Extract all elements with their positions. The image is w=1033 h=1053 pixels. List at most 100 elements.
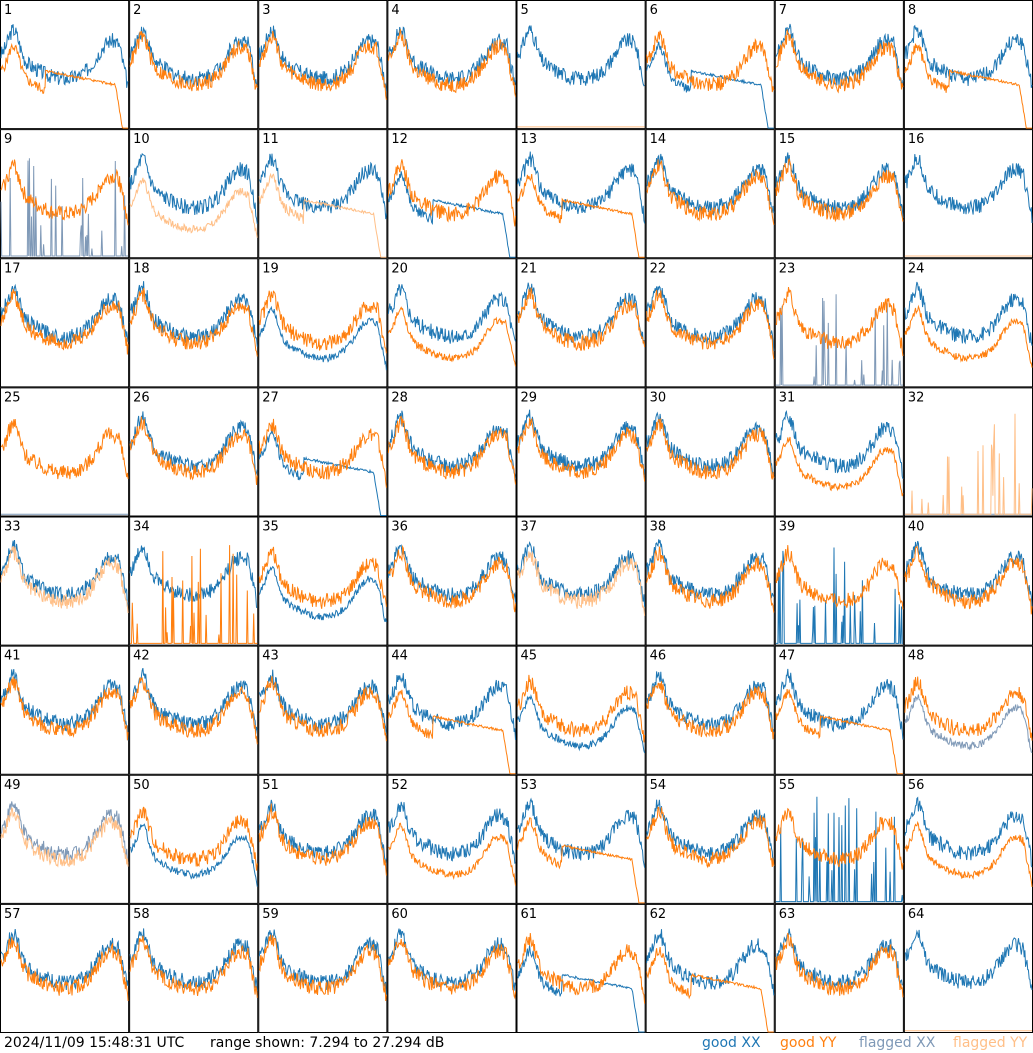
- series-good-yy: [0, 419, 129, 480]
- series-flagged-xx: [0, 158, 129, 257]
- series-good-yy: [129, 287, 258, 357]
- tile-frame: [774, 774, 904, 904]
- tile-label: 10: [133, 132, 150, 147]
- tile-48: 48: [903, 645, 1033, 775]
- tile-frame: [0, 258, 130, 388]
- series-good-xx: [904, 796, 1033, 868]
- tile-label: 3: [262, 3, 270, 18]
- series-good-yy: [775, 545, 904, 610]
- series-good-xx: [517, 24, 645, 87]
- tile-50: 50: [129, 774, 259, 904]
- tile-label: 62: [650, 907, 667, 922]
- tile-frame: [645, 258, 775, 388]
- series-good-xx: [904, 540, 1033, 607]
- tile-frame: [774, 129, 904, 259]
- series-flagged-xx: [775, 294, 903, 386]
- tile-49: 49: [0, 774, 130, 904]
- tile-63: 63: [774, 903, 904, 1033]
- series-good-yy: [0, 676, 129, 741]
- series-good-yy: [258, 418, 387, 488]
- series-good-yy: [904, 304, 1033, 368]
- tile-label: 63: [779, 907, 796, 922]
- tile-54: 54: [645, 774, 775, 904]
- tile-frame: [258, 645, 388, 775]
- tile-10: 10: [129, 129, 259, 259]
- tile-frame: [516, 129, 646, 259]
- tile-label: 50: [133, 778, 150, 793]
- tile-label: 28: [391, 390, 408, 405]
- tile-label: 1: [4, 3, 12, 18]
- tile-47: 47: [774, 645, 904, 775]
- tile-label: 61: [521, 907, 538, 922]
- tile-36: 36: [387, 516, 517, 646]
- tile-label: 7: [779, 3, 787, 18]
- tile-frame: [774, 516, 904, 646]
- series-good-xx: [387, 801, 516, 864]
- series-good-xx: [646, 41, 774, 129]
- tile-38: 38: [645, 516, 775, 646]
- series-good-yy: [646, 30, 775, 93]
- series-good-yy: [387, 544, 516, 613]
- series-good-yy: [646, 681, 775, 740]
- tile-label: 49: [4, 778, 21, 793]
- tile-frame: [387, 516, 517, 646]
- tile-34: 34: [129, 516, 259, 646]
- tile-35: 35: [258, 516, 388, 646]
- tile-57: 57: [0, 903, 130, 1033]
- tile-46: 46: [645, 645, 775, 775]
- tile-frame: [129, 774, 259, 904]
- series-good-xx: [258, 305, 387, 371]
- series-flagged-xx: [0, 801, 129, 864]
- tile-label: 44: [391, 649, 408, 664]
- series-good-xx: [517, 694, 646, 754]
- tile-label: 24: [908, 261, 925, 276]
- legend-flagged-xx: flagged XX: [859, 1035, 936, 1051]
- tile-13: 13: [516, 129, 646, 259]
- tile-frame: [387, 645, 517, 775]
- tile-21: 21: [516, 258, 646, 388]
- series-flagged-yy: [0, 807, 129, 868]
- tile-label: 41: [4, 649, 21, 664]
- tile-frame: [516, 258, 646, 388]
- series-good-xx: [129, 545, 258, 608]
- series-good-xx: [387, 673, 516, 741]
- tile-3: 3: [258, 0, 388, 130]
- tile-label: 60: [391, 907, 408, 922]
- tile-58: 58: [129, 903, 259, 1033]
- tile-45: 45: [516, 645, 646, 775]
- series-good-yy: [904, 545, 1033, 615]
- tile-4: 4: [387, 0, 517, 130]
- tile-frame: [129, 903, 259, 1033]
- tile-frame: [774, 0, 904, 130]
- series-good-xx: [129, 26, 258, 87]
- tile-frame: [129, 516, 259, 646]
- tile-label: 34: [133, 520, 150, 535]
- tile-27: 27: [258, 387, 388, 517]
- tile-61: 61: [516, 903, 646, 1033]
- series-good-yy: [130, 545, 258, 644]
- timestamp: 2024/11/09 15:48:31 UTC: [4, 1035, 185, 1051]
- tile-31: 31: [774, 387, 904, 517]
- tile-26: 26: [129, 387, 259, 517]
- tile-6: 6: [645, 0, 775, 130]
- tile-frame: [258, 903, 388, 1033]
- tile-label: 6: [650, 3, 658, 18]
- series-good-xx: [646, 285, 775, 352]
- tile-24: 24: [903, 258, 1033, 388]
- series-good-yy: [517, 174, 645, 258]
- series-flagged-yy: [517, 551, 646, 616]
- series-good-xx: [387, 928, 516, 991]
- series-good-xx: [129, 281, 258, 347]
- tile-label: 5: [521, 3, 529, 18]
- tile-51: 51: [258, 774, 388, 904]
- series-good-yy: [646, 289, 775, 360]
- tile-32: 32: [903, 387, 1033, 517]
- tile-label: 20: [391, 261, 408, 276]
- tile-frame: [903, 129, 1033, 259]
- series-flagged-yy: [129, 177, 258, 238]
- tile-28: 28: [387, 387, 517, 517]
- series-good-yy: [904, 820, 1033, 887]
- series-good-xx: [775, 796, 904, 903]
- tile-label: 45: [521, 649, 538, 664]
- tile-frame: [516, 774, 646, 904]
